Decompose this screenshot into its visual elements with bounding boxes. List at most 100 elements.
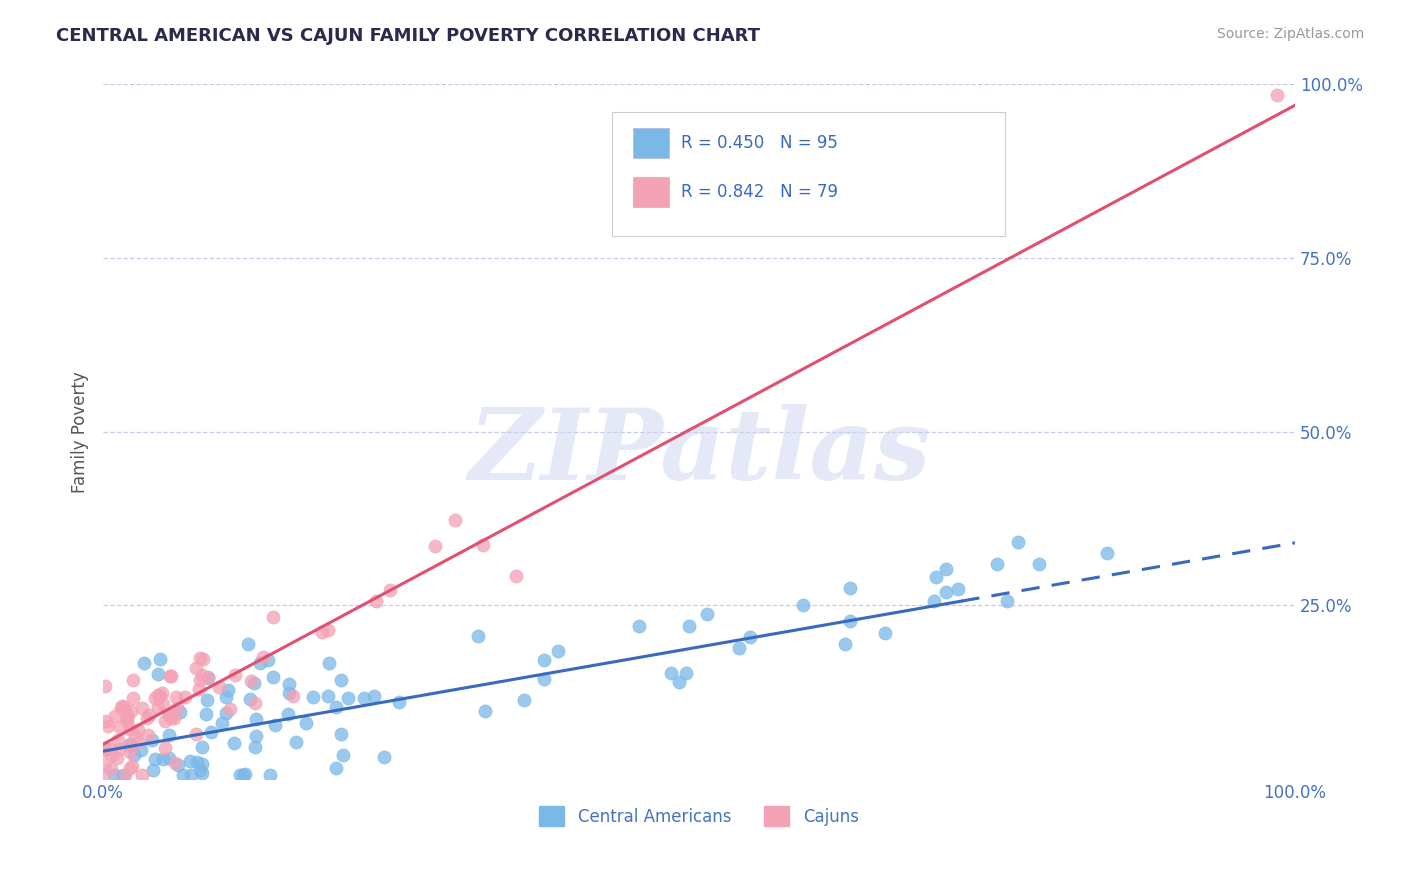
Point bbox=[243, 675, 266, 690]
Point bbox=[124, 729, 146, 743]
Point bbox=[740, 630, 762, 644]
Point bbox=[838, 615, 860, 629]
Point bbox=[94, 756, 117, 771]
Point bbox=[150, 686, 173, 700]
Point bbox=[935, 562, 957, 576]
Point bbox=[122, 673, 145, 687]
Point bbox=[336, 690, 359, 705]
Point bbox=[318, 657, 340, 671]
Point bbox=[159, 669, 181, 683]
Point bbox=[114, 768, 136, 782]
Point bbox=[118, 761, 141, 775]
Point bbox=[373, 749, 395, 764]
Point bbox=[243, 696, 266, 710]
Point bbox=[129, 743, 152, 757]
Point bbox=[388, 695, 411, 709]
Point bbox=[256, 653, 278, 667]
Point bbox=[149, 689, 172, 703]
Point bbox=[115, 711, 138, 725]
Text: R = 0.450   N = 95: R = 0.450 N = 95 bbox=[681, 134, 838, 152]
Point bbox=[277, 707, 299, 722]
Point bbox=[834, 637, 856, 651]
Point bbox=[146, 700, 169, 714]
Point bbox=[208, 681, 231, 695]
Point bbox=[120, 738, 142, 752]
Point bbox=[121, 759, 143, 773]
Point bbox=[160, 669, 183, 683]
Point bbox=[190, 668, 212, 682]
Point bbox=[157, 751, 180, 765]
Point bbox=[236, 637, 259, 651]
Point bbox=[200, 725, 222, 739]
Text: ZIPatlas: ZIPatlas bbox=[468, 404, 931, 500]
Point bbox=[186, 755, 208, 769]
Point bbox=[444, 513, 467, 527]
Point bbox=[143, 690, 166, 705]
Point bbox=[94, 679, 117, 693]
Point bbox=[118, 745, 141, 759]
Point bbox=[222, 736, 245, 750]
Point bbox=[1028, 557, 1050, 571]
Point bbox=[172, 768, 194, 782]
Point bbox=[197, 670, 219, 684]
Point bbox=[547, 644, 569, 658]
Point bbox=[505, 568, 527, 582]
Point bbox=[330, 673, 353, 687]
Point bbox=[152, 697, 174, 711]
Point bbox=[190, 763, 212, 777]
Point bbox=[180, 768, 202, 782]
Point bbox=[132, 656, 155, 670]
Point bbox=[627, 619, 650, 633]
Point bbox=[245, 729, 267, 743]
Point bbox=[136, 711, 159, 725]
Point bbox=[696, 607, 718, 622]
Point bbox=[262, 610, 284, 624]
Point bbox=[122, 748, 145, 763]
Point bbox=[243, 740, 266, 755]
Point bbox=[922, 594, 945, 608]
Point bbox=[110, 700, 132, 714]
Text: CENTRAL AMERICAN VS CAJUN FAMILY POVERTY CORRELATION CHART: CENTRAL AMERICAN VS CAJUN FAMILY POVERTY… bbox=[56, 27, 761, 45]
Point bbox=[533, 653, 555, 667]
Point bbox=[165, 690, 187, 705]
Point bbox=[380, 582, 402, 597]
Point bbox=[121, 691, 143, 706]
Point bbox=[159, 708, 181, 723]
Point bbox=[108, 720, 131, 734]
Point bbox=[995, 594, 1018, 608]
Point bbox=[232, 768, 254, 782]
Point bbox=[311, 625, 333, 640]
Point bbox=[249, 656, 271, 670]
Point bbox=[97, 719, 120, 733]
Point bbox=[215, 706, 238, 720]
Text: Source: ZipAtlas.com: Source: ZipAtlas.com bbox=[1216, 27, 1364, 41]
Point bbox=[245, 712, 267, 726]
Y-axis label: Family Poverty: Family Poverty bbox=[72, 371, 89, 492]
Point bbox=[217, 682, 239, 697]
Point bbox=[115, 714, 138, 728]
Point bbox=[277, 676, 299, 690]
Point bbox=[141, 733, 163, 747]
Point bbox=[728, 641, 751, 656]
Point bbox=[193, 651, 215, 665]
Point bbox=[157, 728, 180, 742]
Point bbox=[146, 667, 169, 681]
Point bbox=[100, 762, 122, 776]
Point bbox=[678, 619, 700, 633]
Point bbox=[229, 767, 252, 781]
Point bbox=[925, 570, 948, 584]
Point bbox=[262, 670, 284, 684]
Point bbox=[281, 689, 304, 703]
Point bbox=[103, 768, 125, 782]
Point bbox=[474, 704, 496, 718]
Point bbox=[107, 732, 129, 747]
Point bbox=[146, 688, 169, 702]
Point bbox=[187, 681, 209, 696]
Point bbox=[195, 693, 218, 707]
Point bbox=[1007, 535, 1029, 549]
Point bbox=[131, 701, 153, 715]
Point bbox=[325, 762, 347, 776]
Point bbox=[188, 673, 211, 687]
Point bbox=[149, 652, 172, 666]
Point bbox=[423, 539, 446, 553]
